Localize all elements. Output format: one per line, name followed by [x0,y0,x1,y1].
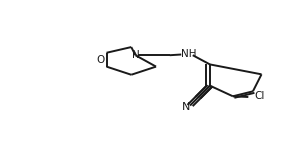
Text: Cl: Cl [254,91,265,101]
Text: N: N [182,102,190,112]
Text: O: O [96,55,104,65]
Text: NH: NH [181,49,196,59]
Text: N: N [132,50,139,60]
